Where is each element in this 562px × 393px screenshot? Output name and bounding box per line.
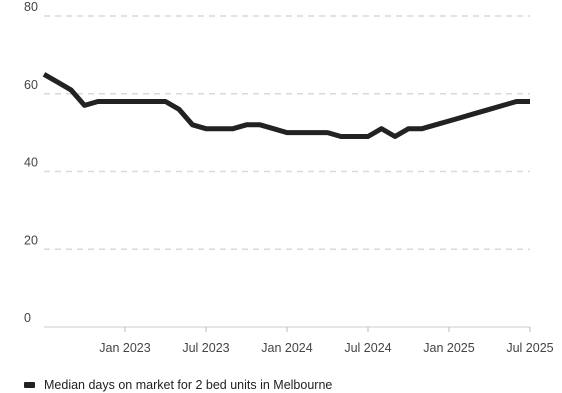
legend-label: Median days on market for 2 bed units in… (44, 378, 333, 392)
legend-swatch (24, 382, 35, 388)
x-tick-label: Jul 2023 (182, 341, 229, 355)
gridlines (44, 15, 530, 251)
x-tick-label: Jan 2023 (99, 341, 150, 355)
x-tick-label: Jan 2025 (423, 341, 474, 355)
series-line (42, 72, 530, 139)
y-tick-label: 40 (24, 156, 38, 170)
x-axis-ticks: Jan 2023 Jul 2023 Jan 2024 Jul 2024 Jan 2025… (99, 327, 554, 355)
y-tick-label: 80 (24, 0, 38, 14)
x-tick-label: Jul 2025 (506, 341, 553, 355)
x-tick-label: Jul 2024 (344, 341, 391, 355)
x-tick-label: Jan 2024 (261, 341, 312, 355)
y-axis-ticks: 0 20 40 60 80 (24, 0, 38, 325)
y-tick-label: 0 (24, 311, 31, 325)
series-group (42, 72, 530, 139)
legend: Median days on market for 2 bed units in… (24, 378, 332, 392)
y-tick-label: 20 (24, 233, 38, 247)
y-tick-label: 60 (24, 78, 38, 92)
